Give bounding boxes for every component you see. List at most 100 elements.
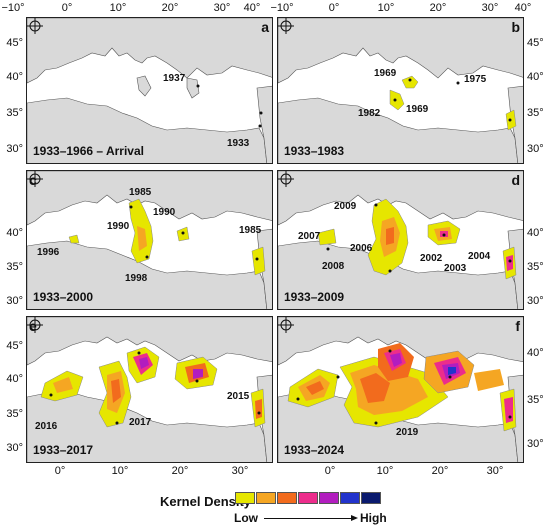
legend-swatch [361,492,381,504]
lat-tick: 45° [527,37,544,49]
year-label: 2006 [350,243,373,254]
lat-tick: 40° [527,71,544,83]
year-label: 1969 [406,104,429,115]
lon-tick: 30° [481,2,499,14]
legend-title: Kernel Density [160,494,252,509]
year-label: 2007 [298,231,321,242]
map-panel-b: b 1969 1975 1982 1969 1933–1983 [277,17,524,164]
lat-tick: 35° [527,394,544,406]
compass-icon [278,171,294,187]
lon-tick: 20° [161,2,179,14]
lat-tick: 30° [527,438,544,450]
year-label: 2016 [35,421,58,432]
year-label: 1982 [358,108,381,119]
year-label: 2002 [420,253,443,264]
lat-tick: 40° [6,71,23,83]
map-land-c [27,171,272,309]
year-label: 2004 [468,251,491,262]
lat-tick: 40° [6,227,23,239]
lon-tick: 20° [429,2,447,14]
panel-label: f [515,318,520,334]
map-panel-e: e 2016 2017 2015 1933–2017 [26,316,273,463]
lat-tick: 30° [6,295,23,307]
lat-tick: 45° [6,340,23,352]
lon-tick: 20° [431,465,449,477]
map-panel-f: f 2019 1933–2024 [277,316,524,463]
map-panel-d: d 2009 2007 2006 2008 2002 2003 2004 193… [277,170,524,310]
panel-title: 1933–1966 – Arrival [33,144,144,158]
year-label: 2009 [334,201,357,212]
lon-tick: −10° [270,2,294,14]
lat-tick: 35° [527,107,544,119]
year-label: 1975 [464,74,487,85]
panel-title: 1933–2000 [33,290,94,304]
map-land-a [27,18,272,163]
lat-tick: 35° [6,107,23,119]
year-label: 1985 [129,187,152,198]
lat-tick: 45° [6,37,23,49]
lat-tick: 30° [6,143,23,155]
lon-tick: 10° [376,465,394,477]
lat-tick: 40° [527,227,544,239]
panel-label: a [261,19,269,35]
compass-icon [278,317,294,333]
year-label: 1933 [227,138,250,149]
panel-label: e [29,318,37,334]
compass-icon [27,18,43,34]
lon-tick: 0° [324,465,336,477]
year-label: 2015 [227,391,250,402]
lon-tick: 10° [109,2,127,14]
year-label: 1996 [37,247,60,258]
year-label: 1990 [107,221,130,232]
lon-tick: 0° [54,465,66,477]
panel-title: 1933–1983 [284,144,345,158]
panel-title: 1933–2024 [284,443,345,457]
legend-swatch [256,492,276,504]
map-land-e [27,317,272,462]
panel-title: 1933–2017 [33,443,94,457]
lon-tick: 10° [377,2,395,14]
lon-tick: 30° [213,2,231,14]
lat-tick: 40° [527,347,544,359]
panel-label: d [511,172,520,188]
panel-label: c [29,172,37,188]
map-land-d [278,171,523,309]
lat-tick: 30° [527,295,544,307]
legend-swatch [340,492,360,504]
legend-swatch [277,492,297,504]
compass-icon [27,171,43,187]
lon-tick: 30° [231,465,249,477]
lat-tick: 35° [6,261,23,273]
map-land-b [278,18,523,163]
year-label: 1998 [125,273,148,284]
map-land-f [278,317,523,462]
year-label: 2008 [322,261,345,272]
lon-tick: 40° [243,2,261,14]
lon-tick: 40° [514,2,532,14]
year-label: 1937 [163,73,186,84]
lat-tick: 40° [6,373,23,385]
lat-tick: 35° [527,261,544,273]
legend-high-label: High [360,511,387,525]
year-label: 1990 [153,207,176,218]
year-label: 2003 [444,263,467,274]
lon-tick: 20° [171,465,189,477]
year-label: 2017 [129,417,152,428]
lon-tick: −10° [1,2,25,14]
map-panel-c: c 1985 1990 1990 1996 1998 1985 1933–200… [26,170,273,310]
lat-tick: 30° [527,143,544,155]
lat-tick: 30° [6,442,23,454]
legend-swatch [319,492,339,504]
map-panel-a: a 1937 1933 1933–1966 – Arrival [26,17,273,164]
year-label: 2019 [396,427,419,438]
lon-tick: 0° [328,2,340,14]
lon-tick: 10° [111,465,129,477]
legend-low-label: Low [234,511,258,525]
lon-tick: 0° [61,2,73,14]
compass-icon [278,18,294,34]
panel-title: 1933–2009 [284,290,345,304]
year-label: 1969 [374,68,397,79]
year-label: 1985 [239,225,262,236]
compass-icon [27,317,43,333]
lat-tick: 35° [6,408,23,420]
